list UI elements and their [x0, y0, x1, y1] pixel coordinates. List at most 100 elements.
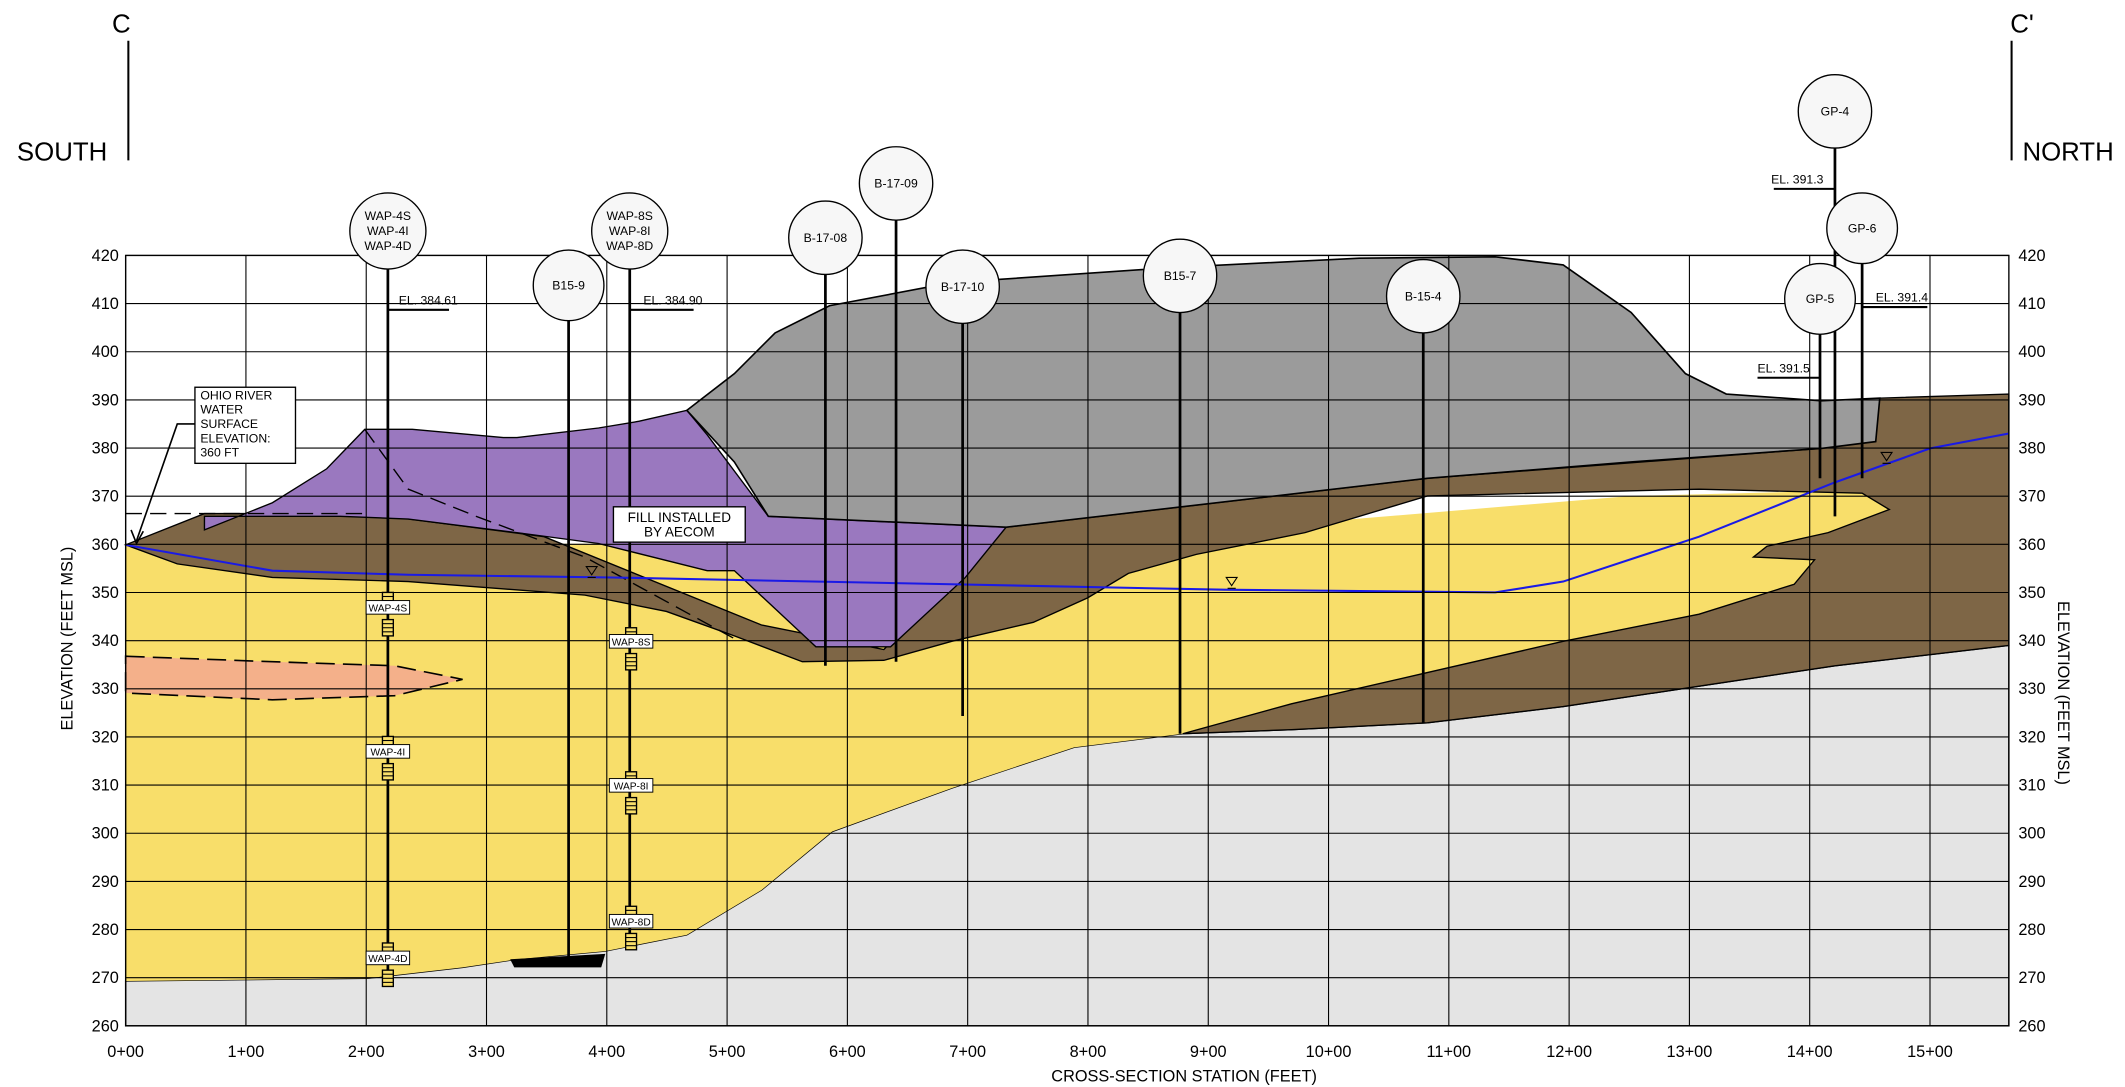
river-box [194, 386, 297, 465]
boring-symbol [858, 146, 934, 221]
y-tick-label: 300 [92, 825, 119, 843]
boring-symbol [925, 249, 1000, 325]
well-label: WAP-4D [368, 954, 407, 965]
boring-label: B15-7 [1164, 269, 1197, 283]
well-label-box [608, 778, 654, 793]
y-axis-title-right: ELEVATION (FEET MSL) [2054, 601, 2072, 785]
x-tick-label: 11+00 [1427, 1043, 1472, 1061]
boring-label: WAP-4D [364, 239, 411, 253]
boring-label: WAP-8S [607, 209, 653, 223]
river-note: SURFACE [200, 417, 258, 431]
well-label-box [608, 634, 654, 649]
elevation-label: EL. 391.4 [1876, 291, 1929, 305]
y-tick-label-right: 390 [2018, 391, 2045, 409]
section-end: C' [2010, 11, 2034, 39]
y-tick-label-right: 290 [2018, 873, 2045, 891]
boring-label: WAP-4I [367, 224, 409, 238]
y-tick-label: 340 [92, 632, 119, 650]
boring-symbol [591, 192, 669, 270]
boring-label: B15-9 [552, 278, 585, 292]
x-tick-label: 15+00 [1907, 1043, 1953, 1061]
x-tick-label: 5+00 [709, 1043, 746, 1061]
fill-note: BY AECOM [644, 525, 715, 540]
grid [124, 254, 2010, 1027]
x-tick-label: 3+00 [468, 1043, 505, 1061]
well-label-box [365, 950, 411, 966]
boring-label: B-17-09 [874, 177, 918, 191]
boring-label: GP-4 [1821, 104, 1850, 118]
y-tick-label-right: 300 [2018, 825, 2045, 843]
well-label: WAP-4S [369, 603, 408, 614]
x-tick-label: 2+00 [348, 1043, 385, 1061]
x-axis-title: CROSS-SECTION STATION (FEET) [1051, 1068, 1317, 1086]
well-label: WAP-8S [612, 637, 651, 648]
fill-note: FILL INSTALLED [628, 510, 732, 525]
x-tick-label: 4+00 [588, 1043, 625, 1061]
y-tick-label-right: 270 [2018, 969, 2045, 987]
boring-label: GP-5 [1806, 292, 1835, 306]
well-label-box [608, 913, 654, 929]
boring-symbol [349, 192, 427, 270]
y-tick-label-right: 410 [2018, 295, 2045, 313]
x-tick-label: 0+00 [107, 1043, 144, 1061]
y-tick-label: 330 [92, 680, 119, 698]
x-tick-label: 10+00 [1306, 1043, 1352, 1061]
fill-box [612, 506, 746, 543]
elevation-label: EL. 384.90 [643, 293, 702, 307]
y-tick-label-right: 380 [2018, 439, 2045, 457]
y-tick-label-right: 310 [2018, 777, 2045, 795]
y-axis-title: ELEVATION (FEET MSL) [59, 547, 77, 731]
y-tick-label: 360 [92, 536, 119, 554]
y-tick-label-right: 350 [2018, 584, 2045, 602]
river-note: OHIO RIVER [200, 388, 272, 402]
embankment [685, 255, 1881, 529]
boring-label: B-17-08 [804, 231, 848, 245]
y-tick-label-right: 330 [2018, 680, 2045, 698]
y-tick-label-right: 320 [2018, 728, 2045, 746]
boring-symbol [1385, 258, 1461, 334]
well-label: WAP-4I [371, 747, 406, 758]
y-tick-label: 400 [92, 343, 119, 361]
well-label: WAP-8I [614, 781, 649, 792]
river-note: WATER [200, 403, 243, 417]
boring-symbol [1826, 192, 1899, 265]
well-label-box [365, 744, 411, 759]
y-tick-label-right: 260 [2018, 1017, 2045, 1035]
well-label-box [365, 600, 411, 615]
boring-symbol [532, 249, 605, 322]
boring-symbol [1783, 262, 1857, 335]
boring-label: WAP-8I [609, 224, 651, 238]
coal-seam [510, 953, 606, 968]
section-start: C [112, 11, 131, 39]
x-tick-label: 1+00 [228, 1043, 265, 1061]
water-level-symbol [1225, 576, 1239, 589]
y-tick-label: 320 [92, 728, 119, 746]
direction-south: SOUTH [17, 138, 107, 166]
elevation-label: EL. 391.5 [1758, 361, 1811, 375]
y-tick-label: 270 [92, 969, 119, 987]
plot-frame [124, 254, 2010, 1027]
y-tick-label-right: 370 [2018, 488, 2045, 506]
y-tick-label: 290 [92, 873, 119, 891]
boring-label: B-17-10 [941, 280, 985, 294]
boring-symbol [1142, 238, 1218, 314]
x-tick-label: 9+00 [1190, 1043, 1227, 1061]
direction-north: NORTH [2022, 138, 2113, 166]
y-tick-label: 410 [92, 295, 119, 313]
y-tick-label-right: 340 [2018, 632, 2045, 650]
elevation-label: EL. 384.61 [399, 293, 458, 307]
river-note: 360 FT [200, 446, 239, 460]
x-tick-label: 8+00 [1070, 1043, 1107, 1061]
soil-layers [123, 255, 2010, 1027]
boring-symbol [1797, 74, 1873, 149]
y-tick-label: 390 [92, 391, 119, 409]
boring-label: WAP-4S [365, 209, 411, 223]
boring-label: B-15-4 [1405, 289, 1442, 303]
contact-line [125, 428, 735, 640]
x-tick-label: 13+00 [1667, 1043, 1713, 1061]
y-tick-label: 380 [92, 439, 119, 457]
x-tick-label: 14+00 [1787, 1043, 1833, 1061]
y-tick-label: 420 [92, 247, 119, 265]
